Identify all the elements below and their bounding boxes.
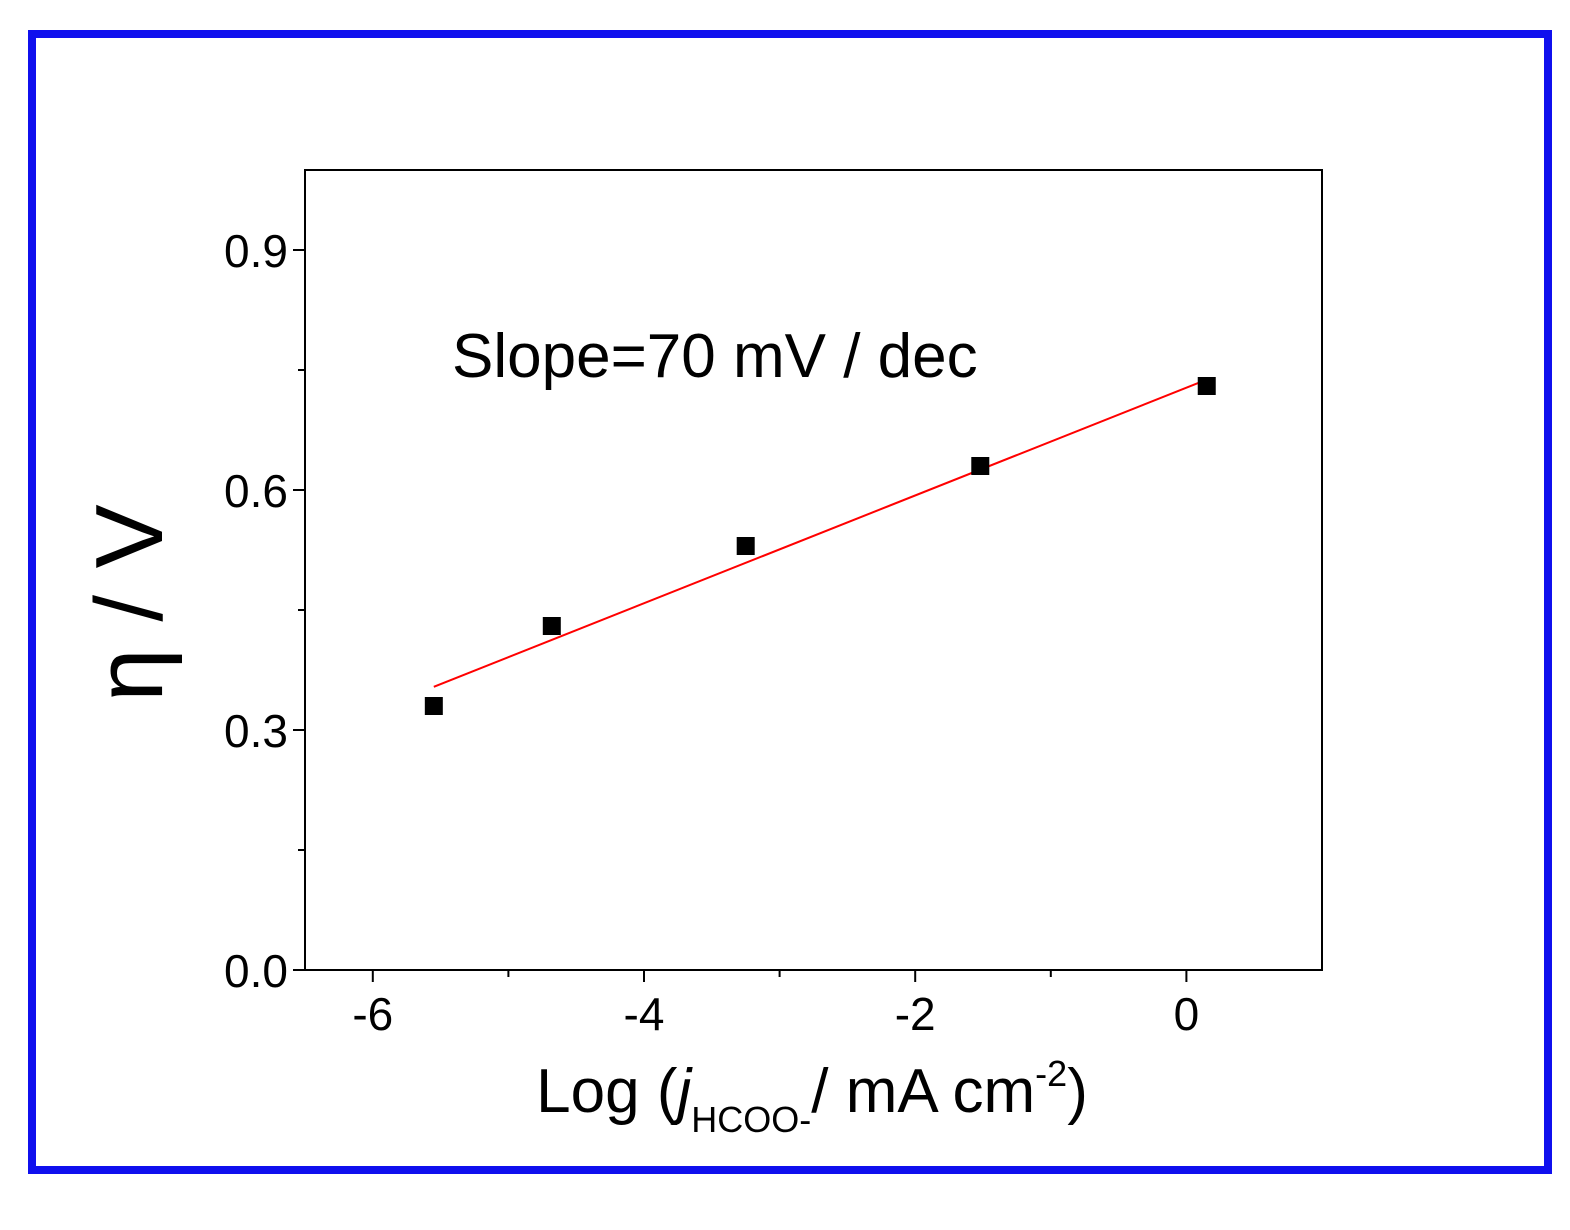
data-markers xyxy=(424,377,1216,715)
figure-frame xyxy=(28,30,1552,1174)
x-tick-label: -4 xyxy=(624,988,665,1040)
y-tick-label: 0.6 xyxy=(224,465,288,517)
data-point xyxy=(542,617,561,635)
y-tick-label: 0.9 xyxy=(224,225,288,277)
plot-area xyxy=(304,169,1323,971)
x-tick-label: -6 xyxy=(352,988,393,1040)
x-tick-label: 0 xyxy=(1174,988,1200,1040)
x-tick-label: -2 xyxy=(895,988,936,1040)
x-axis-label-subscript: HCOO- xyxy=(691,1099,811,1140)
data-point xyxy=(736,537,755,555)
x-axis-label-main: Log ( xyxy=(536,1057,678,1126)
x-axis-label-units: / mA cm xyxy=(811,1057,1035,1126)
data-point xyxy=(1197,377,1216,395)
data-point xyxy=(971,457,990,475)
x-axis-label: Log (jHCOO-/ mA cm-2) xyxy=(536,1053,1088,1140)
y-tick-label: 0.3 xyxy=(224,705,288,757)
slope-annotation: Slope=70 mV / dec xyxy=(452,322,978,391)
data-point xyxy=(424,697,443,715)
y-tick-label: 0.0 xyxy=(224,945,288,997)
y-axis-label: η / V xyxy=(76,504,183,701)
linear-fit-line xyxy=(433,378,1208,688)
plot-border xyxy=(304,169,1323,971)
x-axis: -6 -4 -2 0 xyxy=(352,970,1199,1040)
x-axis-label-superscript: -2 xyxy=(1035,1053,1067,1094)
y-axis: 0.0 0.3 0.6 0.9 xyxy=(224,225,305,997)
x-axis-label-end: ) xyxy=(1067,1057,1088,1126)
